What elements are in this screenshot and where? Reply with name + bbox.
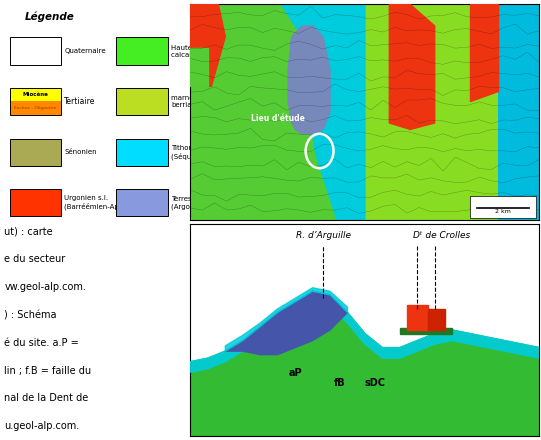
Bar bbox=[365, 4, 539, 220]
Text: Eocène - Oligocène: Eocène - Oligocène bbox=[14, 106, 57, 110]
Text: u.geol-alp.com.: u.geol-alp.com. bbox=[4, 421, 80, 431]
Bar bbox=[190, 372, 539, 436]
Polygon shape bbox=[407, 305, 428, 330]
Text: Urgonien s.l.
(Barréémien-Aptien + Albien): Urgonien s.l. (Barréémien-Aptien + Albie… bbox=[64, 195, 168, 210]
Text: aP: aP bbox=[288, 368, 302, 378]
Bar bbox=[10, 88, 61, 115]
Polygon shape bbox=[428, 309, 445, 330]
Bar bbox=[116, 88, 168, 115]
Bar bbox=[116, 189, 168, 216]
Bar bbox=[498, 4, 539, 220]
Bar bbox=[116, 139, 168, 166]
Text: ) : Schéma: ) : Schéma bbox=[4, 310, 57, 320]
Text: ut) : carte: ut) : carte bbox=[4, 227, 53, 237]
Text: Tertiaire: Tertiaire bbox=[64, 97, 96, 106]
Text: Tithonique s.l.
(Séquanien inclus): Tithonique s.l. (Séquanien inclus) bbox=[171, 145, 236, 160]
Text: Sénonien: Sénonien bbox=[64, 149, 97, 155]
Polygon shape bbox=[390, 4, 434, 129]
Text: Dᵗ de Crolles: Dᵗ de Crolles bbox=[413, 231, 470, 241]
Polygon shape bbox=[190, 4, 225, 86]
Polygon shape bbox=[281, 4, 365, 220]
Text: Miocène: Miocène bbox=[23, 92, 48, 97]
Bar bbox=[10, 37, 61, 65]
Polygon shape bbox=[225, 291, 347, 355]
Bar bbox=[190, 363, 539, 372]
Text: fB: fB bbox=[333, 378, 345, 389]
Bar bbox=[10, 101, 61, 115]
Polygon shape bbox=[190, 48, 208, 86]
Polygon shape bbox=[190, 291, 539, 436]
Polygon shape bbox=[190, 291, 539, 372]
Text: nal de la Dent de: nal de la Dent de bbox=[4, 393, 89, 403]
Text: Terres Noires s.l.
(Argovien inclus): Terres Noires s.l. (Argovien inclus) bbox=[171, 196, 230, 209]
Text: marnes et marno-calcaires
berriasiens: marnes et marno-calcaires berriasiens bbox=[171, 95, 265, 108]
Text: sDC: sDC bbox=[365, 378, 386, 389]
Polygon shape bbox=[470, 4, 498, 101]
Text: lin ; f.B = faille du: lin ; f.B = faille du bbox=[4, 366, 91, 376]
Text: Lieu d'étude: Lieu d'étude bbox=[252, 114, 305, 123]
Bar bbox=[10, 189, 61, 216]
Polygon shape bbox=[400, 328, 452, 334]
Text: vw.geol-alp.com.: vw.geol-alp.com. bbox=[4, 282, 86, 292]
Text: Quaternaire: Quaternaire bbox=[64, 48, 106, 54]
Text: Légende: Légende bbox=[24, 11, 74, 22]
Bar bbox=[10, 139, 61, 166]
Polygon shape bbox=[288, 26, 330, 134]
Bar bbox=[470, 196, 536, 218]
Text: R. d’Arguille: R. d’Arguille bbox=[295, 231, 351, 241]
Text: é du site. a.P =: é du site. a.P = bbox=[4, 338, 79, 348]
Bar bbox=[116, 37, 168, 65]
Text: 2 km: 2 km bbox=[495, 209, 511, 213]
Polygon shape bbox=[225, 288, 347, 351]
Bar bbox=[10, 88, 61, 101]
Text: e du secteur: e du secteur bbox=[4, 254, 65, 264]
Text: Hauterivien et
calcaires du Fontanil: Hauterivien et calcaires du Fontanil bbox=[171, 44, 243, 58]
